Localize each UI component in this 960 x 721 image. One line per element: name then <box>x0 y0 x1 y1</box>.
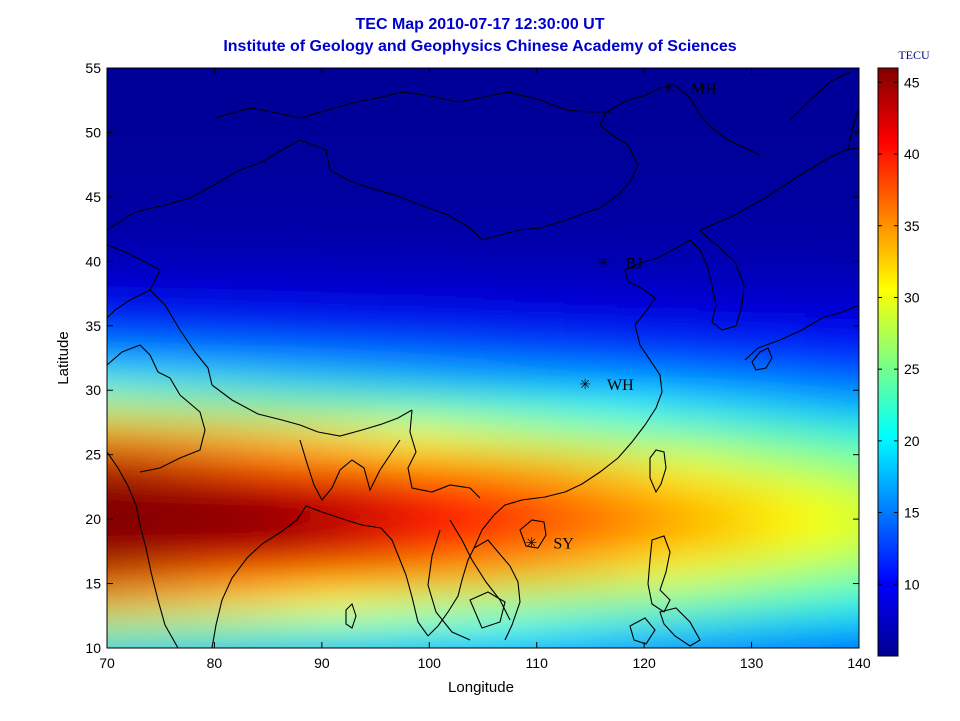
y-tick-label: 25 <box>85 447 101 463</box>
coastlines <box>107 71 859 648</box>
coastline-india-west <box>107 451 179 648</box>
island-hainan <box>519 519 547 549</box>
station-bj: ✳ BJ <box>597 256 642 273</box>
station-marker-icon: ✳ <box>525 535 537 551</box>
x-tick-label: 110 <box>526 655 549 671</box>
y-tick-label: 40 <box>85 253 101 269</box>
x-tick-label: 80 <box>207 655 223 671</box>
colorbar-tick-label: 20 <box>904 433 920 449</box>
border-china-north <box>107 84 761 241</box>
colorbar-tick-label: 25 <box>904 361 920 377</box>
y-tick-label: 55 <box>85 60 101 76</box>
coastline-russia-north <box>789 71 851 121</box>
station-marker-icon: ✳ <box>663 80 675 96</box>
border-himalaya <box>211 384 413 437</box>
chart-subtitle: Institute of Geology and Geophysics Chin… <box>223 38 737 55</box>
coastline-japan <box>744 304 859 361</box>
island-visayas <box>659 607 701 647</box>
x-tick-label: 100 <box>418 655 442 671</box>
station-marker-icon: ✳ <box>597 256 609 272</box>
coastline-indochina <box>427 539 521 641</box>
island-sri-lanka <box>345 602 357 629</box>
coastline-china-south <box>473 424 646 549</box>
x-axis-ticks: 70 80 90 100 110 120 130 140 <box>99 68 871 671</box>
station-label: SY <box>553 535 574 552</box>
x-tick-label: 140 <box>847 655 871 671</box>
border-india-pakistan <box>107 344 206 473</box>
coastline-india-east <box>211 505 307 648</box>
y-axis-ticks: 55 50 45 40 35 30 25 20 15 10 <box>85 60 859 656</box>
y-axis-label: Latitude <box>55 331 72 384</box>
colorbar-tick-label: 35 <box>904 218 920 234</box>
island-luzon <box>647 535 671 613</box>
station-label: WH <box>607 377 634 394</box>
border-mongolia-russia <box>214 91 612 119</box>
y-tick-label: 30 <box>85 382 101 398</box>
station-label: BJ <box>625 256 642 273</box>
x-tick-label: 70 <box>99 655 115 671</box>
station-marker-icon: ✳ <box>579 377 591 393</box>
colorbar: TECU 45 40 35 30 25 20 15 10 <box>877 48 930 657</box>
colorbar-tick-label: 45 <box>904 74 920 90</box>
colorbar-tick-label: 10 <box>904 576 920 592</box>
colorbar-tick-label: 30 <box>904 289 920 305</box>
y-tick-label: 35 <box>85 318 101 334</box>
colorbar-ticks: 45 40 35 30 25 20 15 10 <box>878 74 920 592</box>
border-china-west <box>149 289 213 386</box>
chart-title: TEC Map 2010-07-17 12:30:00 UT <box>355 16 605 33</box>
border-laos-vietnam <box>449 519 511 621</box>
tec-field <box>107 68 859 648</box>
station-wh: ✳ WH <box>579 377 634 394</box>
border-china-myanmar <box>407 409 481 499</box>
x-tick-label: 120 <box>632 655 656 671</box>
y-tick-label: 45 <box>85 189 101 205</box>
island-palawan <box>629 617 656 645</box>
border-afghanistan <box>107 244 161 319</box>
y-tick-label: 15 <box>85 576 101 592</box>
station-mh: ✳ MH <box>663 80 717 97</box>
station-markers: ✳ MH ✳ BJ ✳ WH ✳ SY <box>525 80 717 552</box>
x-tick-label: 130 <box>740 655 764 671</box>
coastline-china-east <box>624 239 691 426</box>
border-thailand <box>427 529 471 641</box>
border-india-bangladesh <box>299 439 401 501</box>
colorbar-unit-label: TECU <box>898 48 930 62</box>
y-tick-label: 50 <box>85 124 101 140</box>
coastline-bay-myanmar <box>305 505 429 637</box>
station-sy: ✳ SY <box>525 535 574 552</box>
y-tick-label: 20 <box>85 511 101 527</box>
x-tick-label: 90 <box>314 655 330 671</box>
border-cambodia <box>469 591 506 629</box>
colorbar-tick-label: 15 <box>904 505 920 521</box>
coastline-kyushu <box>751 347 773 371</box>
colorbar-gradient <box>877 67 899 657</box>
y-tick-label: 10 <box>85 640 101 656</box>
coastline-sakhalin <box>847 109 859 151</box>
island-taiwan <box>649 449 667 494</box>
colorbar-tick-label: 40 <box>904 146 920 162</box>
x-axis-label: Longitude <box>448 679 514 696</box>
coastline-russia-east <box>699 147 859 231</box>
station-label: MH <box>691 80 717 97</box>
coastline-korea <box>689 229 745 331</box>
plot-frame <box>106 67 860 649</box>
